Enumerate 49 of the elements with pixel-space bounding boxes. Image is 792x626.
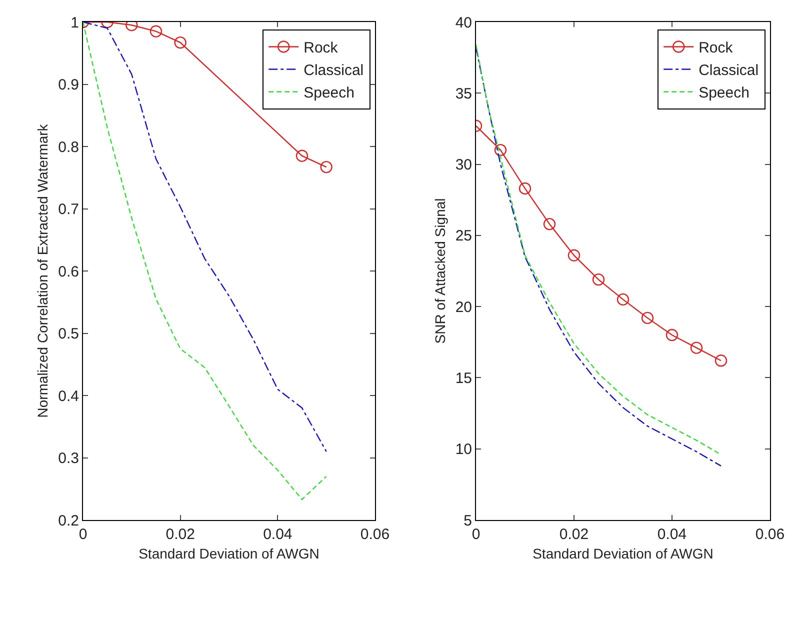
y-tick-label: 10 bbox=[455, 441, 472, 458]
y-tick-label: 0.9 bbox=[58, 76, 79, 94]
x-axis-title: Standard Deviation of AWGN bbox=[532, 545, 714, 562]
x-tick-label: 0 bbox=[472, 526, 480, 543]
point bbox=[518, 182, 532, 195]
y-tick-label: 0.7 bbox=[58, 201, 79, 218]
y-tick-label: 0.8 bbox=[58, 138, 79, 156]
y-tick-label: 1 bbox=[70, 14, 79, 32]
x-tick-label: 0 bbox=[78, 526, 88, 543]
y-tick-label: 0.4 bbox=[58, 388, 79, 405]
x-tick-label: 0.04 bbox=[263, 526, 292, 543]
point bbox=[494, 144, 507, 156]
point bbox=[690, 342, 703, 354]
point bbox=[150, 25, 162, 38]
x-tick-label: 0.04 bbox=[657, 526, 687, 543]
y-tick-label: 5 bbox=[464, 512, 472, 530]
legend-label: Classical bbox=[304, 62, 364, 80]
legend-label: Speech bbox=[304, 84, 354, 102]
point bbox=[666, 328, 678, 342]
point bbox=[568, 249, 580, 262]
x-tick-label: 0.06 bbox=[360, 526, 390, 543]
y-tick-label: 15 bbox=[455, 370, 472, 387]
x-tick-label: 0.02 bbox=[559, 526, 589, 543]
x-axis-title: Standard Deviation of AWGN bbox=[138, 545, 320, 562]
x-tick-label: 0.02 bbox=[166, 526, 195, 543]
point bbox=[616, 293, 630, 306]
point bbox=[174, 36, 186, 49]
y-tick-label: 0.6 bbox=[58, 263, 79, 280]
legend-label: Rock bbox=[698, 40, 734, 57]
legend-label: Speech bbox=[698, 84, 750, 102]
legend-label: Classical bbox=[698, 62, 759, 80]
y-tick-label: 25 bbox=[455, 228, 472, 245]
y-tick-label: 20 bbox=[455, 298, 472, 316]
legend-label: Rock bbox=[304, 40, 338, 57]
y-tick-label: 30 bbox=[455, 156, 472, 174]
y-axis-title: Normalized Correlation of Extracted Watermark bbox=[34, 123, 51, 418]
x-tick-label: 0.06 bbox=[755, 526, 785, 543]
y-axis-title: SNR of Attacked Signal bbox=[432, 198, 448, 344]
y-tick-label: 0.2 bbox=[58, 512, 79, 530]
point bbox=[296, 150, 308, 162]
point bbox=[641, 312, 654, 324]
y-tick-label: 0.3 bbox=[58, 450, 79, 467]
y-tick-label: 35 bbox=[455, 85, 472, 102]
point bbox=[320, 160, 332, 174]
point bbox=[543, 218, 556, 230]
point bbox=[714, 354, 728, 367]
y-tick-label: 0.5 bbox=[58, 326, 79, 342]
point bbox=[592, 273, 605, 286]
y-tick-label: 40 bbox=[455, 14, 472, 32]
